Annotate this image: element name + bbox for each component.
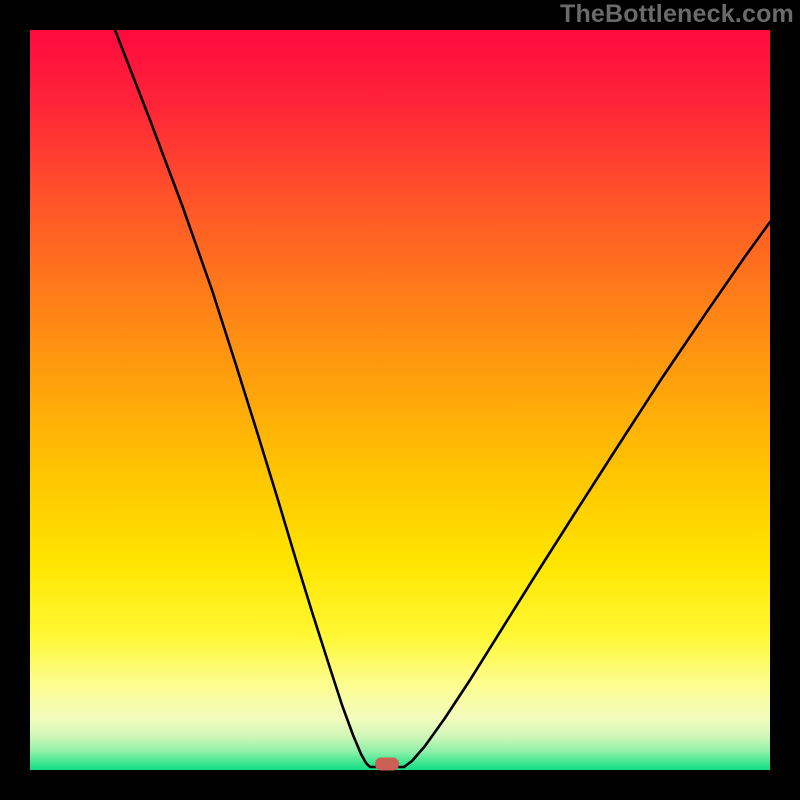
- plot-background: [30, 30, 770, 770]
- chart-stage: TheBottleneck.com: [0, 0, 800, 800]
- bottleneck-chart: [0, 0, 800, 800]
- optimum-marker: [375, 758, 399, 771]
- watermark-text: TheBottleneck.com: [560, 0, 794, 29]
